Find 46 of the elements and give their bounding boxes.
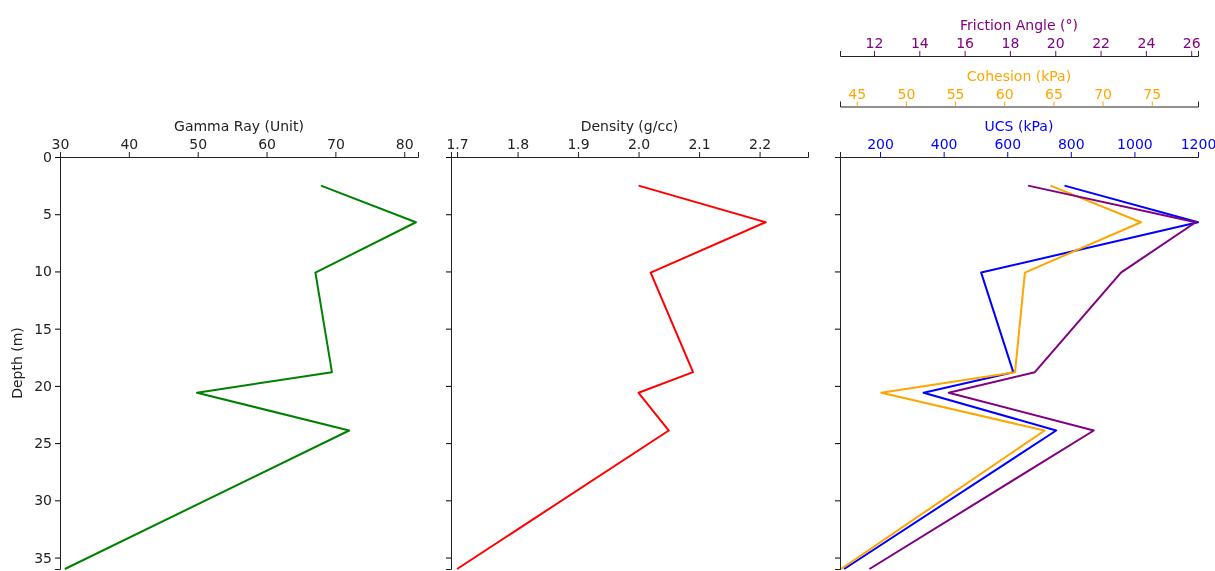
- x-tick-label: 16: [956, 35, 975, 51]
- x-tick-label: 2.2: [748, 136, 772, 152]
- x-tick-label: 50: [189, 136, 208, 152]
- x-tick-label: 60: [258, 136, 276, 152]
- x2-tick-label: 60: [995, 85, 1014, 102]
- x-tick-label: 40: [120, 136, 139, 152]
- x-tick-label: 800: [1057, 136, 1085, 152]
- x-tick-label: 18: [1001, 35, 1020, 51]
- x-axis-title: UCS (kPa): [984, 118, 1054, 134]
- x-axis-title: Density (g/cc): [580, 118, 679, 134]
- x-tick-label: 20: [1046, 35, 1065, 51]
- y-tick-label: 30: [34, 492, 52, 509]
- x2-tick-label: 55: [946, 85, 965, 102]
- x-tick-label: 12: [865, 35, 884, 51]
- x-tick-label: 80: [395, 136, 414, 152]
- x-tick-label: 1.8: [506, 136, 530, 152]
- x2-tick-label: 50: [897, 85, 916, 102]
- x-axis-title: Gamma Ray (Unit): [174, 118, 304, 134]
- x2-tick-label: 45: [848, 85, 867, 102]
- x2-tick-label: 70: [1094, 85, 1113, 102]
- x-tick-label: 1200: [1180, 136, 1215, 152]
- y-tick-label: 5: [43, 206, 52, 223]
- x-tick-label: 1.7: [446, 136, 469, 152]
- y-axis-title: Depth (m): [9, 327, 25, 399]
- x-tick-label: 600: [994, 136, 1022, 152]
- x-tick-label: 200: [867, 136, 894, 152]
- x-tick-label: 22: [1092, 35, 1110, 51]
- x2-axis-title: Cohesion (kPa): [966, 67, 1072, 84]
- y-tick-label: 0: [43, 148, 52, 165]
- x-axis-title: Friction Angle (°): [960, 17, 1078, 33]
- x-tick-label: 70: [326, 136, 345, 152]
- y-tick-label: 10: [34, 263, 52, 280]
- x-tick-label: 400: [930, 136, 958, 152]
- x-tick-label: 26: [1182, 35, 1201, 51]
- x-tick-label: 2.0: [627, 136, 651, 152]
- x-tick-label: 1000: [1117, 136, 1153, 152]
- y-tick-label: 15: [34, 320, 52, 337]
- x2-tick-label: 65: [1045, 85, 1063, 102]
- x-tick-label: 1.9: [567, 136, 590, 152]
- x-tick-label: 24: [1137, 35, 1156, 51]
- x-tick-label: 2.1: [688, 136, 711, 152]
- y-tick-label: 25: [34, 435, 52, 452]
- x-tick-label: 14: [910, 35, 929, 51]
- y-tick-label: 35: [34, 549, 52, 566]
- y-tick-label: 20: [34, 377, 52, 394]
- x2-tick-label: 75: [1143, 85, 1162, 102]
